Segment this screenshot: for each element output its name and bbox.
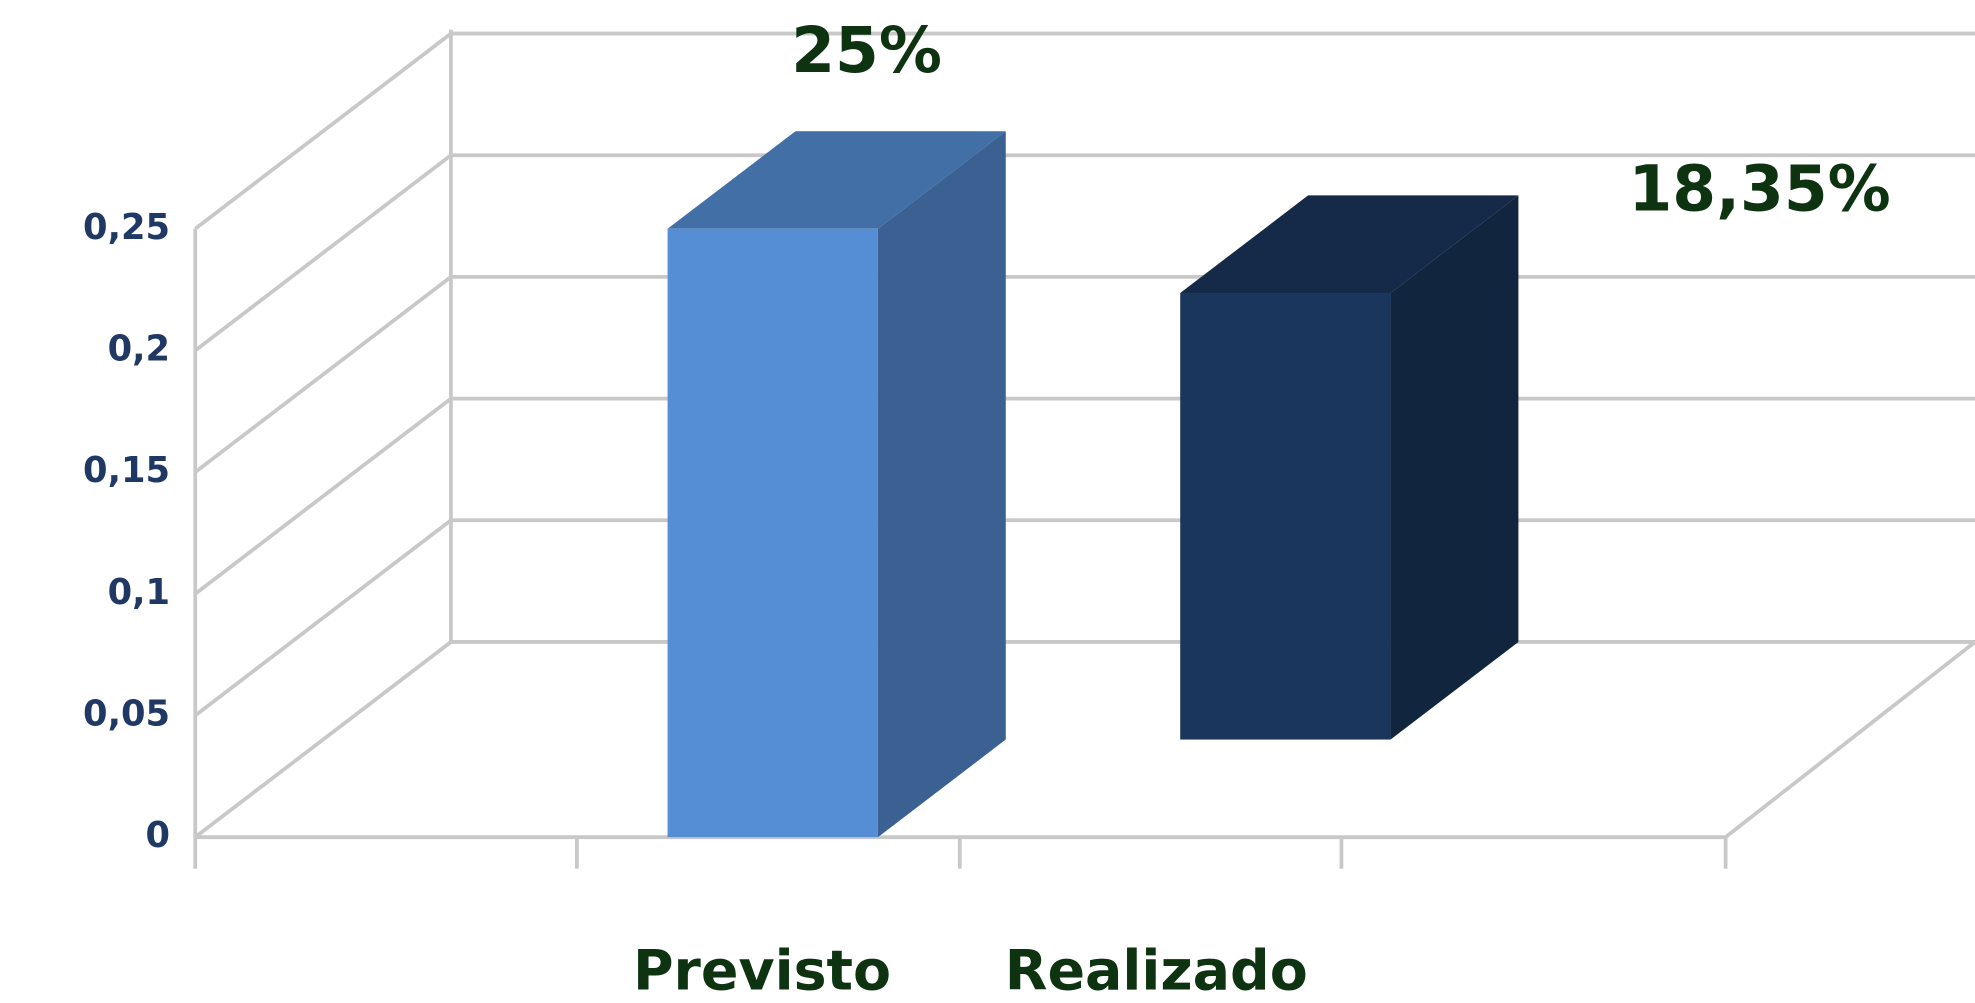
grid-line (194, 396, 1975, 596)
y-tick-label: 0,2 (108, 328, 170, 369)
y-tick-label: 0 (146, 815, 171, 856)
y-tick-label: 0,05 (83, 694, 170, 735)
bar-side (1390, 195, 1519, 740)
x-tick-label: Previsto (633, 940, 891, 1003)
grid-line (194, 153, 1975, 352)
bar (1180, 293, 1391, 740)
x-tick-label: Realizado (1005, 940, 1308, 1003)
grid-line (194, 31, 1975, 231)
grid-line (194, 518, 1975, 718)
grid-line (194, 275, 1975, 474)
y-tick-label: 0,15 (83, 450, 170, 491)
y-tick-label: 0,1 (108, 572, 170, 613)
floor-edge (1724, 640, 1975, 839)
bar-side (877, 131, 1006, 838)
grid-line (194, 640, 1975, 839)
value-label: 18,35% (1628, 153, 1890, 226)
bar-top (667, 131, 1006, 229)
y-tick-label: 0,25 (83, 207, 170, 248)
bar (667, 228, 878, 838)
value-label: 25% (791, 14, 942, 87)
bar-top (1180, 195, 1519, 294)
